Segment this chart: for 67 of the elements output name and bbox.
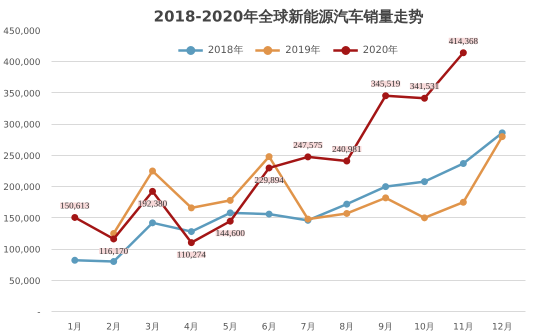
- data-label: 144,600: [216, 228, 246, 238]
- point: [266, 153, 273, 160]
- point: [382, 194, 390, 202]
- x-tick-label: 11月: [453, 322, 474, 332]
- data-label: 116,170: [99, 246, 129, 256]
- point: [343, 158, 350, 165]
- data-label: 110,274: [176, 250, 206, 260]
- point: [71, 214, 78, 221]
- point: [226, 218, 234, 225]
- point: [149, 188, 156, 195]
- point: [188, 239, 195, 246]
- x-tick-label: 4月: [184, 322, 199, 332]
- data-label: 240,981: [332, 144, 362, 154]
- point: [382, 92, 390, 100]
- y-tick-label: 100,000: [3, 246, 41, 256]
- point: [343, 210, 350, 217]
- x-tick-label: 8月: [339, 322, 354, 332]
- data-label: 247,575: [293, 140, 324, 150]
- y-tick-label: 150,000: [3, 214, 41, 224]
- data-label: 229,894: [254, 174, 284, 185]
- x-tick-label: 1月: [67, 322, 82, 332]
- data-label: 345,519: [371, 78, 401, 89]
- legend-label: 2018年: [208, 44, 244, 57]
- chart-title: 2018-2020年全球新能源汽车销量走势: [154, 8, 424, 26]
- point: [149, 168, 156, 174]
- y-tick-label: 300,000: [3, 120, 41, 131]
- data-label: 341,531: [410, 81, 440, 92]
- y-tick-label: 400,000: [3, 58, 41, 68]
- legend-label: 2020年: [362, 44, 398, 57]
- point: [460, 198, 467, 206]
- point: [188, 228, 195, 236]
- x-tick-label: 3月: [145, 322, 160, 332]
- x-tick-label: 6月: [262, 322, 276, 332]
- point: [149, 219, 156, 226]
- point: [188, 204, 195, 212]
- point: [420, 214, 428, 222]
- point: [460, 49, 467, 56]
- point: [226, 196, 234, 204]
- x-tick-label: 10月: [414, 322, 435, 332]
- y-tick-label: 250,000: [3, 152, 41, 162]
- x-tick-label: 9月: [378, 322, 393, 332]
- y-tick-label: -: [37, 308, 40, 318]
- point: [110, 258, 118, 266]
- point: [110, 235, 118, 242]
- x-tick-label: 5月: [222, 322, 238, 332]
- point: [420, 94, 428, 102]
- data-label: 150,613: [60, 200, 90, 210]
- point: [304, 153, 312, 160]
- y-tick-label: 50,000: [9, 276, 41, 287]
- y-tick-label: 450,000: [3, 27, 41, 37]
- point: [460, 160, 467, 167]
- x-tick-label: 2月: [106, 322, 122, 332]
- y-tick-label: 350,000: [3, 89, 41, 100]
- x-tick-label: 12月: [492, 322, 512, 332]
- data-label: 192,380: [138, 198, 168, 208]
- point: [71, 256, 78, 264]
- point: [343, 200, 350, 208]
- point: [382, 183, 390, 190]
- data-label: 414,368: [448, 36, 478, 46]
- point: [226, 209, 234, 216]
- legend-label: 2019年: [285, 44, 321, 57]
- point: [420, 178, 428, 186]
- x-tick-label: 7月: [300, 322, 316, 332]
- point: [498, 133, 506, 140]
- y-tick-label: 200,000: [3, 183, 41, 194]
- point: [266, 210, 273, 218]
- point: [266, 164, 273, 172]
